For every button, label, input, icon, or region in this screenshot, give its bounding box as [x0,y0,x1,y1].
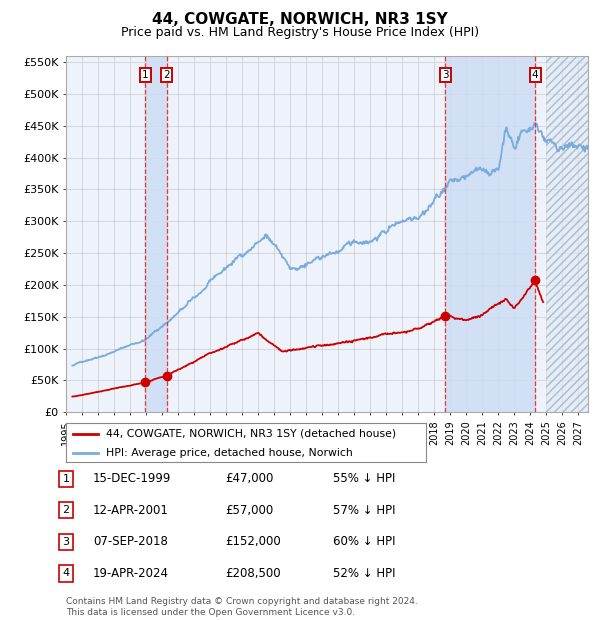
Text: £57,000: £57,000 [225,504,273,516]
Text: 2: 2 [163,70,170,80]
Text: 12-APR-2001: 12-APR-2001 [93,504,169,516]
Text: Price paid vs. HM Land Registry's House Price Index (HPI): Price paid vs. HM Land Registry's House … [121,26,479,39]
Text: 44, COWGATE, NORWICH, NR3 1SY (detached house): 44, COWGATE, NORWICH, NR3 1SY (detached … [106,429,396,439]
Text: 07-SEP-2018: 07-SEP-2018 [93,536,168,548]
Bar [547,56,588,412]
Text: 3: 3 [442,70,448,80]
Text: Contains HM Land Registry data © Crown copyright and database right 2024.
This d: Contains HM Land Registry data © Crown c… [66,598,418,617]
Text: £47,000: £47,000 [225,472,274,485]
Bar [445,56,535,412]
Text: 52% ↓ HPI: 52% ↓ HPI [333,567,395,580]
Text: 55% ↓ HPI: 55% ↓ HPI [333,472,395,485]
Text: £152,000: £152,000 [225,536,281,548]
Text: 4: 4 [532,70,538,80]
Text: 1: 1 [142,70,149,80]
Text: 2: 2 [62,505,70,515]
Text: £208,500: £208,500 [225,567,281,580]
Text: 1: 1 [62,474,70,484]
Text: HPI: Average price, detached house, Norwich: HPI: Average price, detached house, Norw… [106,448,352,458]
Text: 44, COWGATE, NORWICH, NR3 1SY: 44, COWGATE, NORWICH, NR3 1SY [152,12,448,27]
Text: 57% ↓ HPI: 57% ↓ HPI [333,504,395,516]
Text: 60% ↓ HPI: 60% ↓ HPI [333,536,395,548]
Text: 19-APR-2024: 19-APR-2024 [93,567,169,580]
Bar [547,56,588,412]
Bar [145,56,167,412]
Text: 3: 3 [62,537,70,547]
Text: 15-DEC-1999: 15-DEC-1999 [93,472,172,485]
Text: 4: 4 [62,569,70,578]
